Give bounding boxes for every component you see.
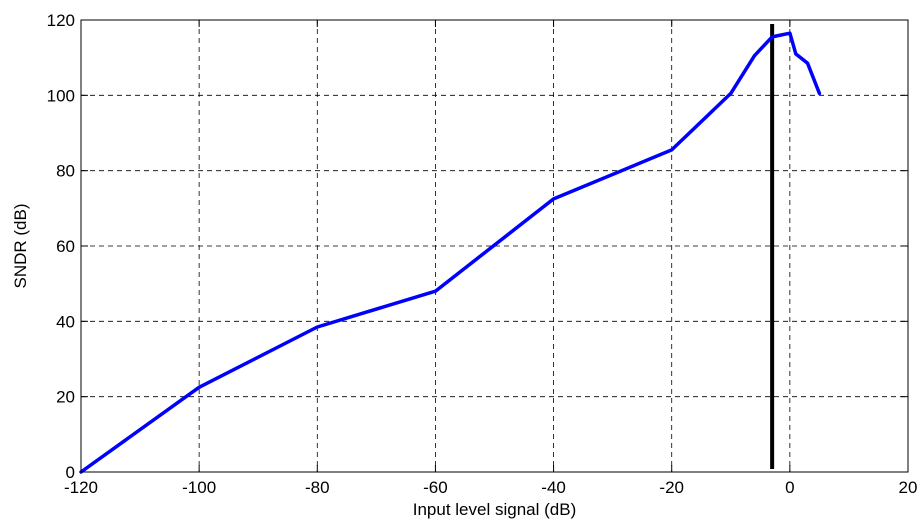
x-tick-label: -100 [182,478,216,497]
tick-marks [80,19,909,473]
y-tick-label: 0 [66,463,75,482]
y-tick-label: 80 [56,162,75,181]
x-tick-label: -120 [64,478,98,497]
x-tick-label: 20 [899,478,918,497]
x-tick-label: -60 [423,478,448,497]
y-tick-label: 40 [56,312,75,331]
y-tick-label: 100 [47,86,75,105]
x-tick-label: -20 [659,478,684,497]
x-tick-label: -80 [305,478,330,497]
y-tick-label: 120 [47,11,75,30]
x-tick-labels: -120 -100 -80 -60 -40 -20 0 20 [64,478,917,497]
series-layer [79,31,822,474]
x-axis-title: Input level signal (dB) [413,500,576,519]
x-tick-label: 0 [785,478,794,497]
grid-lines [81,20,908,472]
x-tick-label: -40 [541,478,566,497]
y-axis-title: SNDR (dB) [11,203,30,288]
y-tick-labels: 0 20 40 60 80 100 120 [47,11,75,482]
sndr-series-line [79,31,822,474]
y-tick-label: 60 [56,237,75,256]
y-tick-label: 20 [56,388,75,407]
